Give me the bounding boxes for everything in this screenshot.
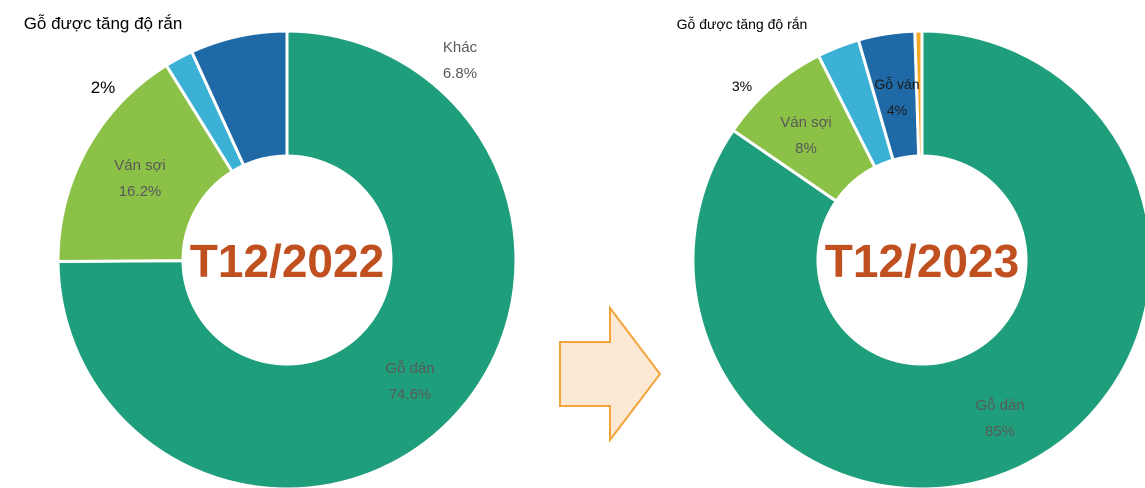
slice bbox=[189, 29, 289, 168]
slice bbox=[691, 29, 1145, 488]
slice bbox=[913, 29, 924, 158]
value-label: 16.2% bbox=[118, 183, 162, 200]
slice-label: Gỗ ván bbox=[874, 76, 920, 92]
value-label: 8% bbox=[795, 140, 817, 157]
center-title: T12/2023 bbox=[825, 235, 1019, 287]
value-label: 85% bbox=[984, 423, 1016, 440]
slice bbox=[56, 63, 235, 263]
slice-label: Gỗ được tăng độ rắn bbox=[23, 14, 183, 33]
value-label: 3% bbox=[731, 78, 753, 94]
slice-label: Ván sợi bbox=[114, 157, 166, 174]
slice-label: Khác bbox=[442, 39, 478, 56]
value-label: 74.6% bbox=[388, 386, 432, 403]
slice bbox=[56, 29, 518, 488]
value-label: 2% bbox=[90, 78, 116, 97]
slice-label: Gỗ dán bbox=[975, 397, 1025, 414]
slice-label: Gỗ dán bbox=[385, 360, 435, 377]
value-label: 6.8% bbox=[442, 65, 478, 82]
value-label: 4% bbox=[886, 102, 908, 118]
arrow bbox=[559, 305, 662, 443]
center-title: T12/2022 bbox=[190, 235, 384, 287]
slice-label: Gỗ được tăng độ rắn bbox=[676, 16, 808, 32]
slice-label: Ván sợi bbox=[780, 114, 832, 131]
